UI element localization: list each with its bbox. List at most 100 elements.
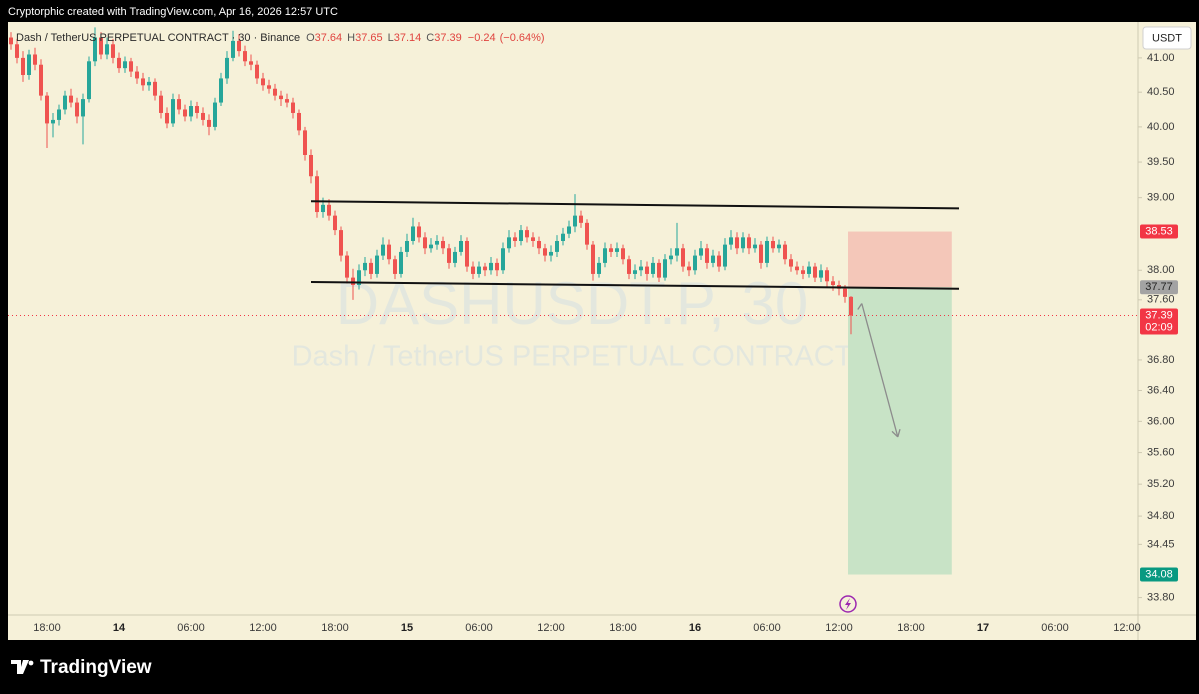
candle-body — [645, 266, 649, 274]
x-tick-label: 06:00 — [465, 622, 493, 634]
candle-body — [813, 266, 817, 278]
alert-icon[interactable] — [839, 595, 857, 613]
candle-body — [147, 81, 151, 86]
candle-body — [81, 99, 85, 117]
candle-body — [69, 95, 73, 103]
x-tick-label: 16 — [689, 622, 701, 634]
candle-body — [387, 244, 391, 260]
candle-body — [273, 88, 277, 96]
candle-body — [303, 130, 307, 155]
candle-body — [489, 262, 493, 271]
candle-body — [849, 296, 853, 316]
candle-body — [63, 95, 67, 110]
candle-body — [699, 248, 703, 256]
arrow-tail — [857, 303, 863, 310]
chart-background — [8, 22, 1196, 640]
candle-body — [549, 251, 553, 256]
candle-body — [279, 95, 283, 100]
legend-change: −0.24 — [468, 32, 496, 44]
candle-body — [831, 281, 835, 286]
candle-body — [111, 44, 115, 58]
candle-body — [183, 109, 187, 117]
candle-body — [735, 237, 739, 249]
candle-body — [765, 240, 769, 263]
y-tick-label: 36.80 — [1147, 354, 1175, 366]
candle-body — [519, 230, 523, 241]
candle-body — [777, 244, 781, 249]
x-tick-label: 17 — [977, 622, 989, 634]
alert-bolt — [845, 598, 851, 610]
candle-body — [591, 244, 595, 274]
candle-body — [45, 95, 49, 124]
candle-body — [789, 259, 793, 267]
legend-value: 37.14 — [394, 32, 422, 44]
candle-body — [165, 112, 169, 124]
candle-body — [327, 204, 331, 216]
candle-body — [825, 270, 829, 282]
y-tick-label: 36.40 — [1147, 384, 1175, 396]
candle-body — [9, 37, 13, 45]
candle-body — [135, 71, 139, 79]
candle-body — [231, 40, 235, 58]
x-tick-label: 12:00 — [537, 622, 565, 634]
y-tick-label: 39.00 — [1147, 192, 1175, 204]
currency-box[interactable] — [1142, 26, 1192, 50]
candle-body — [237, 40, 241, 52]
candle-body — [579, 215, 583, 223]
candle-body — [669, 255, 673, 260]
y-tick-label: 40.50 — [1147, 86, 1175, 98]
price-tag-label: 38.53 — [1145, 225, 1173, 237]
watermark-symbol: DASHUSDT.P, 30 — [336, 270, 808, 337]
candle-body — [375, 255, 379, 274]
candle-body — [357, 270, 361, 286]
legend-value: 37.64 — [315, 32, 343, 44]
candle-body — [339, 230, 343, 256]
candle-body — [759, 244, 763, 263]
y-tick-label: 37.60 — [1147, 294, 1175, 306]
candle-body — [555, 240, 559, 252]
candle-body — [51, 119, 55, 124]
candle-body — [687, 266, 691, 271]
watermark: DASHUSDT.P, 30 Dash / TetherUS PERPETUAL… — [292, 270, 853, 373]
legend-change-pct: (−0.64%) — [500, 32, 545, 44]
legend-label: C — [426, 32, 434, 44]
candle-body — [189, 106, 193, 117]
candle-body — [195, 106, 199, 113]
arrow-head — [897, 429, 901, 438]
candle-body — [153, 81, 157, 96]
watermark-description: Dash / TetherUS PERPETUAL CONTRACT — [292, 341, 853, 373]
candle-body — [753, 244, 757, 249]
candle-body — [471, 266, 475, 274]
candle-body — [159, 95, 163, 113]
candle-body — [363, 262, 367, 271]
x-tick-label: 18:00 — [321, 622, 349, 634]
candle-body — [345, 255, 349, 278]
candle-body — [57, 109, 61, 120]
y-tick-label: 39.50 — [1147, 156, 1175, 168]
arrow-head — [891, 430, 899, 438]
x-tick-label: 12:00 — [249, 622, 277, 634]
candle-body — [609, 248, 613, 252]
candle-body — [381, 244, 385, 256]
candle-body — [447, 248, 451, 263]
candle-body — [351, 277, 355, 286]
legend: Dash / TetherUS PERPETUAL CONTRACT · 30 … — [16, 32, 545, 44]
y-tick-label: 41.00 — [1147, 52, 1175, 64]
candle-body — [573, 215, 577, 227]
candle-body — [477, 266, 481, 274]
x-tick-label: 15 — [401, 622, 413, 634]
candle-body — [177, 99, 181, 110]
price-tag — [1140, 224, 1178, 239]
candle-body — [261, 78, 265, 86]
candle-body — [99, 37, 103, 55]
arrow-line — [861, 303, 899, 438]
candle-body — [801, 270, 805, 274]
candle-body — [783, 244, 787, 260]
candle-body — [333, 215, 337, 231]
y-tick-label: 38.00 — [1147, 264, 1175, 276]
candle-body — [141, 78, 145, 86]
candle-body — [459, 240, 463, 252]
candle-body — [315, 176, 319, 213]
candle-body — [537, 240, 541, 249]
